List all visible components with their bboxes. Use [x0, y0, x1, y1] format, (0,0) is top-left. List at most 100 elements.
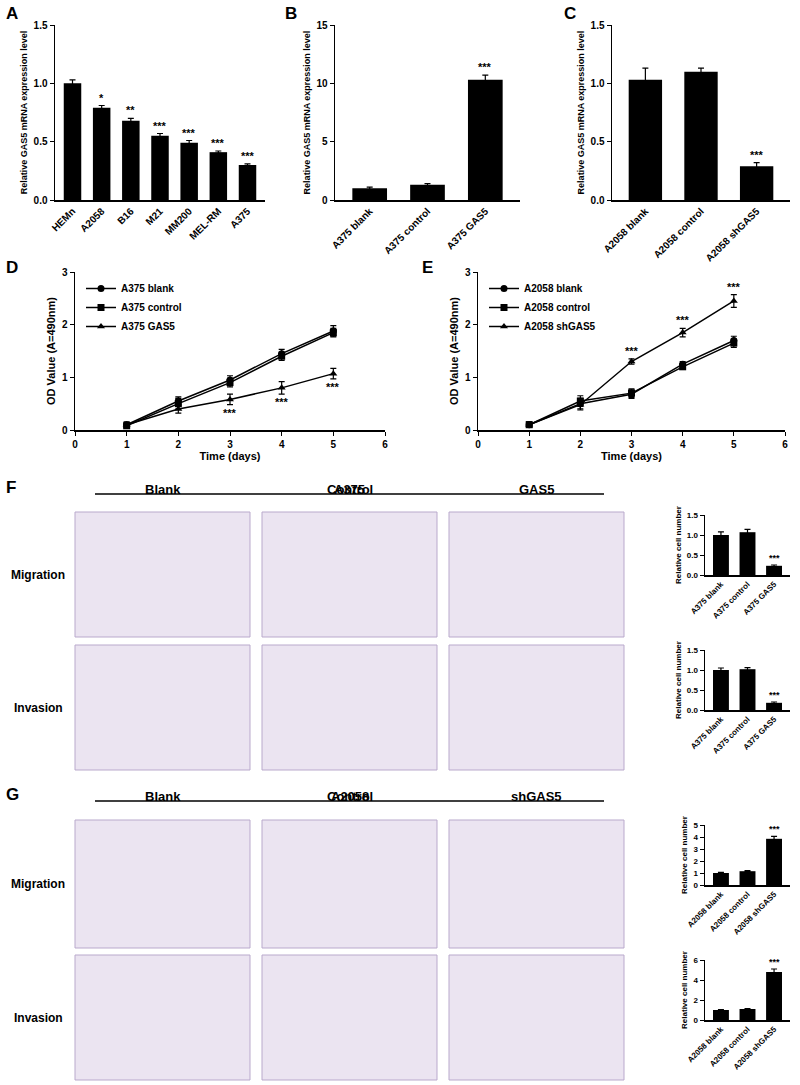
- svg-text:E: E: [422, 258, 433, 277]
- svg-text:Relative cell number: Relative cell number: [680, 816, 689, 894]
- svg-text:2: 2: [176, 439, 182, 450]
- svg-text:A2058 blank: A2058 blank: [601, 205, 650, 254]
- svg-text:0.5: 0.5: [687, 551, 699, 560]
- svg-text:0: 0: [322, 195, 328, 206]
- svg-text:Relative GAS5 mRNA expression: Relative GAS5 mRNA expression level: [19, 31, 29, 195]
- svg-text:4: 4: [693, 976, 698, 985]
- svg-text:1.0: 1.0: [591, 78, 605, 89]
- svg-text:**: **: [126, 104, 135, 116]
- svg-text:A375 GAS5: A375 GAS5: [444, 205, 490, 251]
- svg-text:0: 0: [465, 425, 471, 436]
- svg-text:1.5: 1.5: [34, 20, 48, 31]
- svg-text:B16: B16: [115, 205, 136, 226]
- svg-text:***: ***: [241, 150, 255, 162]
- svg-text:shGAS5: shGAS5: [511, 789, 562, 804]
- svg-text:2: 2: [465, 319, 471, 330]
- svg-text:A375 GAS5: A375 GAS5: [741, 580, 778, 617]
- svg-text:5: 5: [322, 136, 328, 147]
- svg-text:1: 1: [526, 439, 532, 450]
- svg-text:Time (days): Time (days): [601, 450, 662, 462]
- svg-text:A375 blank: A375 blank: [689, 580, 726, 617]
- svg-text:6: 6: [693, 956, 698, 965]
- svg-text:A2058 control: A2058 control: [651, 206, 706, 261]
- svg-text:0.0: 0.0: [687, 706, 699, 715]
- svg-text:F: F: [6, 478, 16, 497]
- svg-text:2: 2: [693, 857, 698, 866]
- svg-text:***: ***: [153, 120, 167, 132]
- svg-text:***: ***: [750, 149, 764, 161]
- svg-text:10: 10: [316, 78, 328, 89]
- svg-text:***: ***: [211, 137, 225, 149]
- svg-text:A375: A375: [228, 205, 253, 230]
- svg-text:0.0: 0.0: [34, 195, 48, 206]
- svg-text:A2058: A2058: [78, 205, 107, 234]
- svg-text:A2058 shGAS5: A2058 shGAS5: [732, 1025, 779, 1072]
- svg-text:Relative GAS5 mRNA expression: Relative GAS5 mRNA expression level: [302, 31, 312, 195]
- svg-text:5: 5: [693, 821, 698, 830]
- svg-text:***: ***: [769, 957, 780, 967]
- svg-text:***: ***: [182, 127, 196, 139]
- svg-text:4: 4: [279, 439, 285, 450]
- svg-text:Relative cell number: Relative cell number: [674, 506, 683, 584]
- svg-text:Blank: Blank: [145, 482, 181, 497]
- svg-text:A2058 shGAS5: A2058 shGAS5: [524, 321, 596, 332]
- svg-text:Invasion: Invasion: [14, 1011, 63, 1025]
- svg-text:Migration: Migration: [11, 568, 65, 582]
- svg-text:A2058: A2058: [331, 789, 369, 804]
- svg-text:1.5: 1.5: [687, 511, 699, 520]
- svg-text:Relative GAS5 mRNA expression: Relative GAS5 mRNA expression level: [576, 31, 586, 195]
- svg-text:*: *: [99, 92, 104, 104]
- svg-text:A2058 blank: A2058 blank: [524, 283, 583, 294]
- svg-text:A2058 blank: A2058 blank: [686, 890, 726, 930]
- svg-text:1.0: 1.0: [687, 531, 699, 540]
- svg-text:G: G: [6, 785, 19, 804]
- svg-text:5: 5: [731, 439, 737, 450]
- svg-text:3: 3: [227, 439, 233, 450]
- svg-text:A2058 control: A2058 control: [708, 1025, 752, 1069]
- svg-text:1: 1: [465, 372, 471, 383]
- svg-text:4: 4: [693, 833, 698, 842]
- svg-text:***: ***: [478, 61, 492, 73]
- svg-text:GAS5: GAS5: [519, 482, 554, 497]
- svg-text:***: ***: [625, 345, 639, 357]
- svg-text:2: 2: [62, 319, 68, 330]
- svg-text:1.0: 1.0: [687, 666, 699, 675]
- svg-text:C: C: [564, 4, 576, 23]
- svg-text:0: 0: [72, 439, 78, 450]
- svg-text:A375 GAS5: A375 GAS5: [741, 715, 778, 752]
- svg-text:A: A: [6, 4, 18, 23]
- svg-text:***: ***: [223, 407, 237, 419]
- svg-text:A375 control: A375 control: [711, 715, 752, 756]
- svg-text:Control: Control: [327, 482, 373, 497]
- svg-text:15: 15: [316, 20, 328, 31]
- svg-text:1: 1: [124, 439, 130, 450]
- svg-text:Relative cell number: Relative cell number: [674, 641, 683, 719]
- svg-text:Invasion: Invasion: [14, 701, 63, 715]
- svg-text:***: ***: [275, 396, 289, 408]
- svg-text:0.5: 0.5: [591, 136, 605, 147]
- svg-text:A375 control: A375 control: [121, 302, 182, 313]
- svg-text:3: 3: [62, 267, 68, 278]
- svg-text:1: 1: [62, 372, 68, 383]
- svg-text:A375 control: A375 control: [711, 580, 752, 621]
- svg-text:***: ***: [326, 381, 340, 393]
- svg-text:Relative cell number: Relative cell number: [680, 951, 689, 1029]
- svg-text:1: 1: [693, 869, 698, 878]
- svg-text:OD Value (A=490nm): OD Value (A=490nm): [45, 297, 57, 405]
- svg-text:***: ***: [769, 553, 780, 563]
- svg-text:HEMn: HEMn: [50, 206, 78, 234]
- svg-text:A375 control: A375 control: [382, 206, 433, 257]
- svg-text:0: 0: [62, 425, 68, 436]
- svg-text:3: 3: [465, 267, 471, 278]
- svg-text:A2058 blank: A2058 blank: [686, 1025, 726, 1065]
- svg-text:MEL-RM: MEL-RM: [187, 206, 223, 242]
- svg-text:0.0: 0.0: [591, 195, 605, 206]
- svg-text:Time (days): Time (days): [200, 450, 261, 462]
- svg-text:6: 6: [382, 439, 388, 450]
- svg-text:***: ***: [769, 824, 780, 834]
- svg-text:Control: Control: [327, 789, 373, 804]
- svg-text:A2058 shGAS5: A2058 shGAS5: [703, 205, 761, 263]
- svg-text:A2058 shGAS5: A2058 shGAS5: [732, 890, 779, 937]
- svg-text:0: 0: [693, 881, 698, 890]
- svg-text:***: ***: [727, 281, 741, 293]
